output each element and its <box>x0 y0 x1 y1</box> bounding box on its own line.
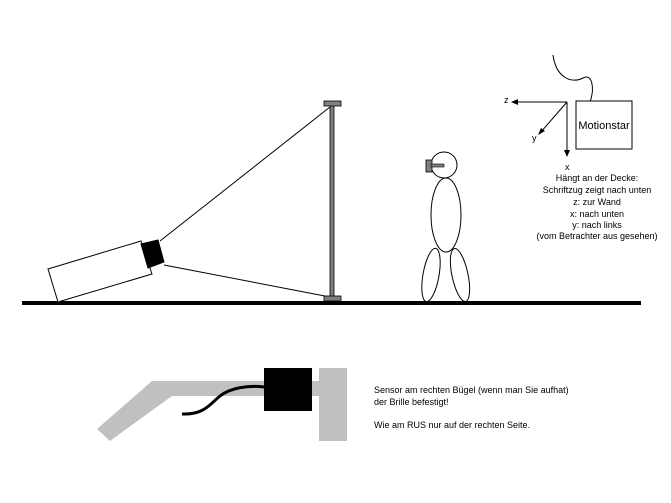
note-line: (vom Betrachter aus gesehen) <box>536 231 657 241</box>
note-line: x: nach unten <box>570 209 624 219</box>
sensor-block-icon <box>264 368 312 411</box>
axis-z-label: z <box>504 95 509 105</box>
note-line: Hängt an der Decke: <box>556 173 639 183</box>
sensor-cable <box>181 384 265 416</box>
projection-screen-icon <box>323 100 342 302</box>
axis-y-label: y <box>532 133 537 143</box>
axis-x-label: x <box>565 162 570 172</box>
sensor-notes: Sensor am rechten Bügel (wenn man Sie au… <box>374 385 569 430</box>
sensor-note-line-1: Sensor am rechten Bügel (wenn man Sie au… <box>374 385 569 395</box>
sensor-note-line-2: der Brille befestigt! <box>374 397 449 407</box>
glasses-temple-icon <box>97 368 347 441</box>
coordinate-axes: z y x <box>504 95 570 172</box>
projection-beam-bottom <box>163 264 331 298</box>
note-line: z: zur Wand <box>573 197 621 207</box>
tracker-notes: Hängt an der Decke: Schriftzug zeigt nac… <box>536 173 657 241</box>
tracker-cable <box>552 54 593 103</box>
note-line: y: nach links <box>572 220 622 230</box>
motion-tracker-box-icon: Motionstar <box>575 100 633 150</box>
projection-beam-top <box>159 106 331 242</box>
motionstar-label: Motionstar <box>578 120 630 132</box>
projector-lens <box>140 239 165 269</box>
sensor-note-line-3: Wie am RUS nur auf der rechten Seite. <box>374 420 530 430</box>
note-line: Schriftzug zeigt nach unten <box>543 185 652 195</box>
projector-icon <box>47 239 165 303</box>
person-figure-icon <box>421 151 471 303</box>
